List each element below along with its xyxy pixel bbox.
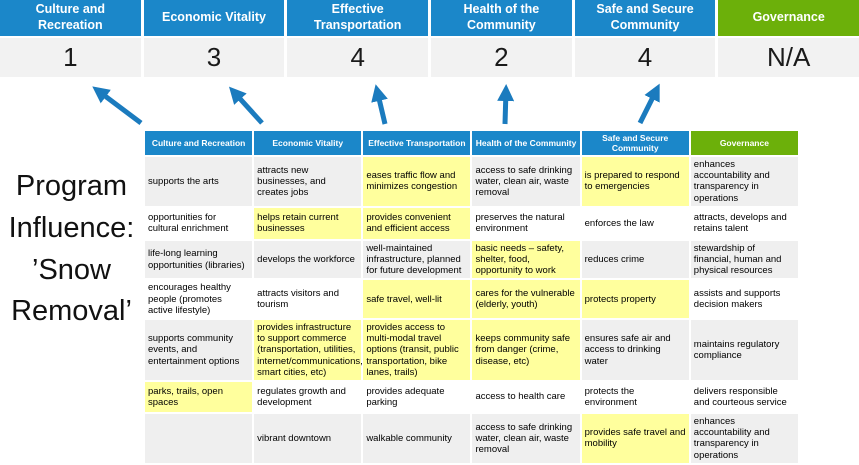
- matrix-cell: assists and supports decision makers: [688, 278, 801, 321]
- matrix-cell: walkable community: [361, 412, 473, 465]
- matrix-row: opportunities for cultural enrichment he…: [142, 205, 801, 241]
- priority-score: 2: [431, 38, 572, 77]
- arrows-layer: [92, 83, 660, 125]
- matrix-cell: enhances accountability and transparency…: [688, 155, 801, 208]
- matrix-cell: [688, 462, 801, 465]
- arrow-culture-to-score-icon: [92, 86, 143, 125]
- priority-header: Safe and Secure Community: [574, 0, 716, 38]
- matrix-cell: encourages healthy people (promotes acti…: [142, 278, 255, 321]
- matrix-row: vibrant downtown walkable community acce…: [142, 412, 801, 465]
- matrix-cell: regulates growth and development: [252, 380, 364, 415]
- matrix-cell: life-long learning opportunities (librar…: [142, 238, 255, 281]
- priority-column-safe-and-secure-community: Safe and Secure Community 4: [574, 0, 716, 77]
- program-influence-label: Program Influence: ’Snow Removal’: [8, 170, 135, 328]
- matrix-cell: keeps community safe from danger (crime,…: [470, 318, 582, 383]
- matrix-cell: ensures safe air and access to drinking …: [579, 318, 691, 383]
- influence-matrix: Culture and Recreation Economic Vitality…: [142, 129, 801, 465]
- priority-score: 1: [0, 38, 141, 77]
- matrix-header-health: Health of the Community: [470, 129, 582, 157]
- priority-score: N/A: [718, 38, 859, 77]
- priority-column-effective-transportation: Effective Transportation 4: [287, 0, 429, 77]
- matrix-cell: develops the workforce: [252, 238, 364, 281]
- matrix-cell: opportunities for cultural enrichment: [142, 205, 255, 241]
- matrix-cell: provides safe travel and mobility: [579, 412, 691, 465]
- matrix-cell: [252, 462, 364, 465]
- matrix-cell: well-maintained infrastructure, planned …: [361, 238, 473, 281]
- matrix-row: looks after it's most vulnerable: [142, 462, 801, 465]
- matrix-cell: enhances accountability and transparency…: [688, 412, 801, 465]
- matrix-cell: [470, 462, 582, 465]
- priority-score: 4: [574, 38, 716, 77]
- matrix-cell: enforces the law: [579, 205, 691, 241]
- matrix-cell: cares for the vulnerable (elderly, youth…: [470, 278, 582, 321]
- matrix-row: encourages healthy people (promotes acti…: [142, 278, 801, 321]
- matrix-cell: provides adequate parking: [361, 380, 473, 415]
- matrix-row: supports community events, and entertain…: [142, 318, 801, 383]
- matrix-cell: provides infrastructure to support comme…: [252, 318, 364, 383]
- matrix-cell: supports the arts: [142, 155, 255, 208]
- matrix-row: life-long learning opportunities (librar…: [142, 238, 801, 281]
- arrow-economic-to-score-icon: [229, 86, 264, 125]
- matrix-cell: attracts new businesses, and creates job…: [252, 155, 364, 208]
- matrix-cell: maintains regulatory compliance: [688, 318, 801, 383]
- matrix-row: parks, trails, open spaces regulates gro…: [142, 380, 801, 415]
- matrix-cell: attracts, develops and retains talent: [688, 205, 801, 241]
- matrix-cell: delivers responsible and courteous servi…: [688, 380, 801, 415]
- matrix-header-culture: Culture and Recreation: [142, 129, 255, 157]
- matrix-cell: provides convenient and efficient access: [361, 205, 473, 241]
- matrix-header-economic: Economic Vitality: [252, 129, 364, 157]
- priority-column-culture-and-recreation: Culture and Recreation 1: [0, 0, 141, 77]
- matrix-header-transportation: Effective Transportation: [361, 129, 473, 157]
- matrix-cell: reduces crime: [579, 238, 691, 281]
- matrix-cell: parks, trails, open spaces: [142, 380, 255, 415]
- priority-score: 3: [143, 38, 285, 77]
- matrix-cell: access to safe drinking water, clean air…: [470, 155, 582, 208]
- priority-score-bar: Culture and Recreation 1 Economic Vitali…: [0, 0, 859, 77]
- matrix-cell: attracts visitors and tourism: [252, 278, 364, 321]
- matrix-cell: is prepared to respond to emergencies: [579, 155, 691, 208]
- matrix-header-safe: Safe and Secure Community: [579, 129, 691, 157]
- matrix-cell: protects property: [579, 278, 691, 321]
- matrix-cell: helps retain current businesses: [252, 205, 364, 241]
- matrix-cell: basic needs – safety, shelter, food, opp…: [470, 238, 582, 281]
- matrix-cell: access to safe drinking water, clean air…: [470, 412, 582, 465]
- priority-column-governance: Governance N/A: [718, 0, 859, 77]
- matrix-cell: safe travel, well-lit: [361, 278, 473, 321]
- priority-score: 4: [287, 38, 429, 77]
- arrow-health-to-score-icon: [497, 84, 515, 125]
- matrix-cell: preserves the natural environment: [470, 205, 582, 241]
- priority-header: Economic Vitality: [143, 0, 285, 38]
- matrix-row: supports the arts attracts new businesse…: [142, 155, 801, 208]
- priority-header: Health of the Community: [431, 0, 572, 38]
- matrix-cell: protects the environment: [579, 380, 691, 415]
- matrix-table: Culture and Recreation Economic Vitality…: [142, 129, 801, 465]
- matrix-cell: access to health care: [470, 380, 582, 415]
- arrow-safe-to-score-icon: [637, 83, 660, 125]
- arrow-transportation-to-score-icon: [371, 84, 388, 125]
- matrix-cell: [142, 462, 255, 465]
- matrix-cell: looks after it's most vulnerable: [579, 462, 691, 465]
- matrix-cell: [361, 462, 473, 465]
- matrix-header-row: Culture and Recreation Economic Vitality…: [142, 129, 801, 157]
- priority-header: Governance: [718, 0, 859, 38]
- matrix-cell: provides access to multi-modal travel op…: [361, 318, 473, 383]
- matrix-cell: supports community events, and entertain…: [142, 318, 255, 383]
- matrix-cell: [142, 412, 255, 465]
- matrix-cell: stewardship of financial, human and phys…: [688, 238, 801, 281]
- priority-column-health-of-the-community: Health of the Community 2: [431, 0, 572, 77]
- priority-header: Effective Transportation: [287, 0, 429, 38]
- matrix-cell: vibrant downtown: [252, 412, 364, 465]
- matrix-header-governance: Governance: [688, 129, 801, 157]
- priority-header: Culture and Recreation: [0, 0, 141, 38]
- priority-column-economic-vitality: Economic Vitality 3: [143, 0, 285, 77]
- matrix-cell: eases traffic flow and minimizes congest…: [361, 155, 473, 208]
